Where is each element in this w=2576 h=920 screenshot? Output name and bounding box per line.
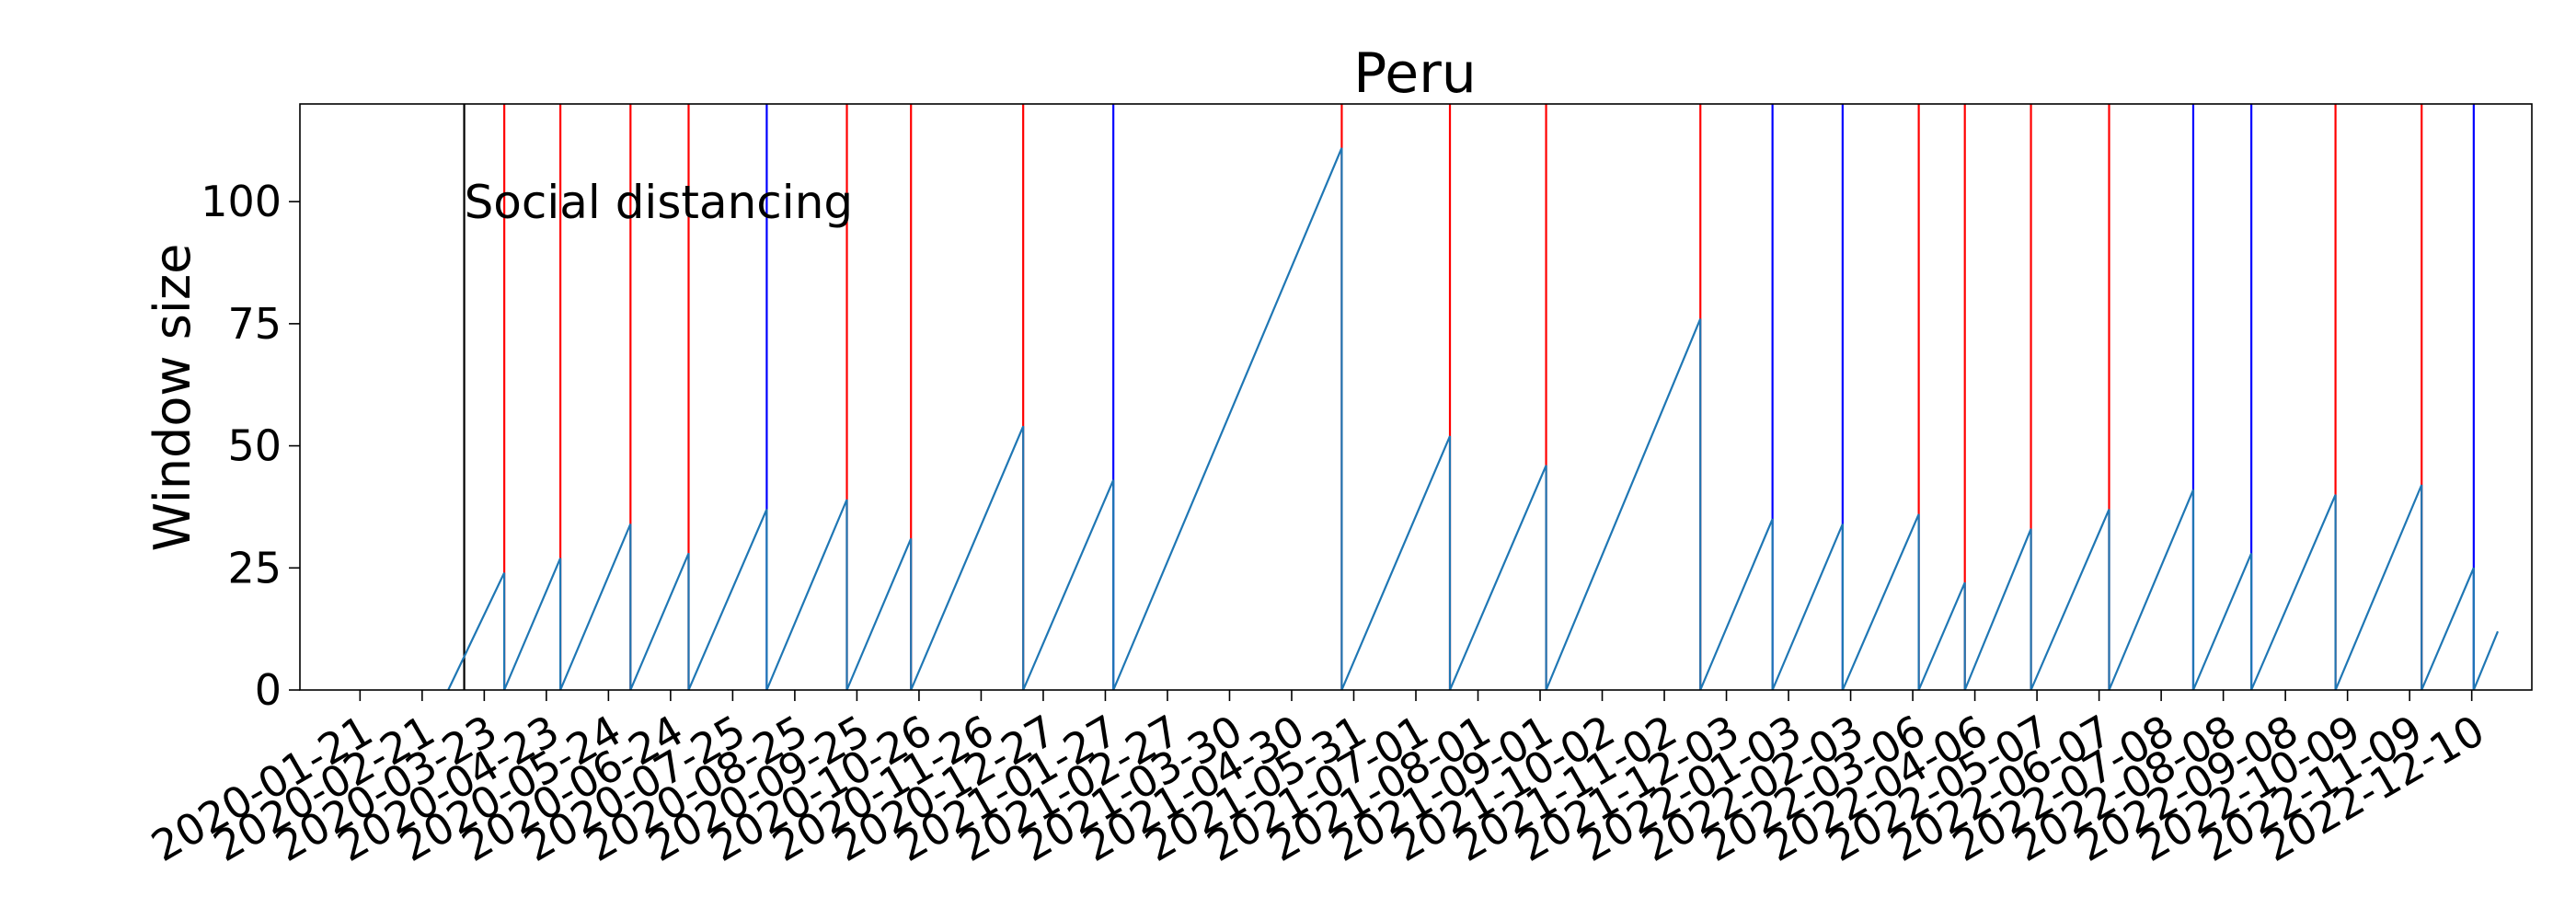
chart-title: Peru xyxy=(1353,41,1477,106)
series-line xyxy=(447,147,2500,691)
plot-frame xyxy=(299,103,2533,691)
plot-area: 02550751002020-01-212020-02-212020-03-23… xyxy=(144,104,2500,871)
y-axis-label: Window size xyxy=(144,244,201,552)
y-tick-label: 100 xyxy=(201,177,282,226)
y-tick-label: 0 xyxy=(255,665,282,715)
y-tick-label: 50 xyxy=(227,421,282,471)
annotation-label: Social distancing xyxy=(465,176,854,229)
y-tick-label: 25 xyxy=(227,543,282,592)
y-tick-label: 75 xyxy=(227,299,282,349)
